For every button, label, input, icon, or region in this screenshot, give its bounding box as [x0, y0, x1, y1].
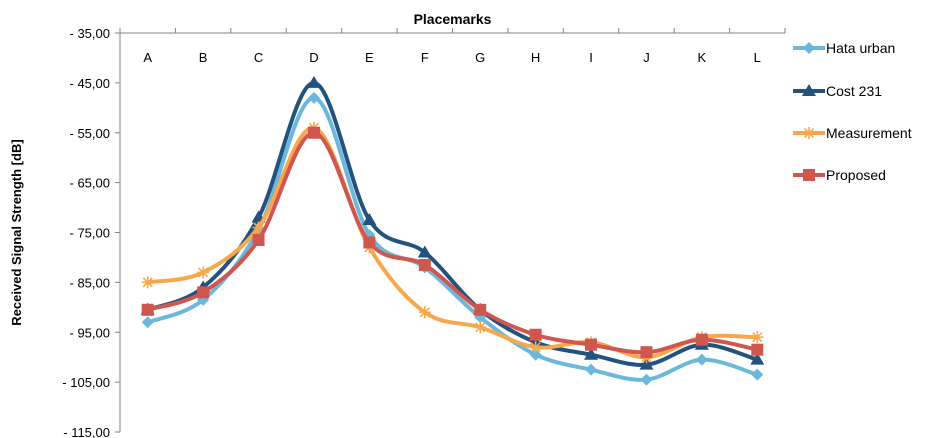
x-tick-label: K	[698, 50, 707, 65]
legend-item-hata-urban: Hata urban	[793, 40, 895, 56]
data-point-cost-231	[584, 347, 599, 360]
data-point-proposed	[474, 303, 487, 316]
data-point-measurement	[418, 306, 431, 319]
y-tick-label: - 75,00	[70, 226, 110, 241]
x-tick-label: D	[309, 50, 318, 65]
data-point-cost-231	[306, 75, 321, 88]
legend-item-cost-231: Cost 231	[793, 83, 882, 99]
data-point-hata-urban	[529, 348, 542, 361]
data-point-measurement	[529, 341, 542, 354]
data-point-cost-231	[417, 245, 432, 258]
legend-marker-cost-231	[802, 84, 816, 96]
data-point-proposed	[418, 258, 431, 271]
data-point-hata-urban	[695, 353, 708, 366]
x-tick-label: E	[365, 50, 374, 65]
series-cost-231	[140, 75, 765, 370]
series-line-hata-urban	[145, 95, 760, 382]
series-proposed	[141, 126, 764, 359]
data-point-proposed	[307, 126, 320, 139]
data-point-hata-urban	[585, 363, 598, 376]
data-point-proposed	[640, 346, 653, 359]
data-point-measurement	[474, 321, 487, 334]
y-tick-label: - 55,00	[70, 126, 110, 141]
legend-label: Measurement	[826, 125, 912, 141]
data-point-proposed	[751, 343, 764, 356]
chart-title: Placemarks	[414, 11, 492, 27]
series-measurement	[141, 121, 764, 364]
x-tick-label: H	[531, 50, 540, 65]
data-point-proposed	[363, 236, 376, 249]
axes	[119, 32, 785, 432]
data-point-measurement	[141, 276, 154, 289]
x-tick-labels: A B C D E F G H I J K L	[119, 28, 786, 65]
legend-label: Cost 231	[826, 83, 882, 99]
legend-item-measurement: Measurement	[793, 125, 912, 141]
data-point-proposed	[529, 328, 542, 341]
series-hata-urban	[141, 91, 764, 386]
data-point-measurement	[751, 331, 764, 344]
x-tick-label: J	[643, 50, 650, 65]
legend-label: Proposed	[826, 167, 886, 183]
data-point-measurement	[197, 266, 210, 279]
y-axis-label: Received Signal Strength [dB]	[9, 139, 24, 325]
x-tick-label: C	[254, 50, 263, 65]
data-point-cost-231	[639, 357, 654, 370]
y-tick-label: - 65,00	[70, 176, 110, 191]
legend-item-proposed: Proposed	[793, 167, 886, 183]
y-tick-label: - 35,00	[70, 26, 110, 41]
y-tick-label: - 95,00	[70, 325, 110, 340]
y-tick-labels: - 35,00 - 45,00 - 55,00 - 65,00 - 75,00 - 85,…	[62, 26, 120, 438]
data-point-proposed	[252, 233, 265, 246]
data-point-hata-urban	[307, 91, 320, 104]
series-line-proposed	[145, 130, 760, 355]
x-tick-label: L	[754, 50, 761, 65]
x-tick-label: A	[143, 50, 152, 65]
data-point-cost-231	[750, 352, 765, 365]
x-tick-label: F	[421, 50, 429, 65]
legend-marker-measurement	[803, 127, 815, 139]
data-point-hata-urban	[141, 316, 154, 329]
data-point-proposed	[585, 338, 598, 351]
x-tick-label: B	[199, 50, 208, 65]
y-tick-label: - 45,00	[70, 76, 110, 91]
legend-label: Hata urban	[826, 40, 895, 56]
y-tick-label: - 115,00	[63, 425, 110, 438]
data-point-proposed	[197, 286, 210, 299]
legend: Hata urban Cost 231 Measurement Proposed	[793, 40, 912, 183]
data-point-proposed	[141, 303, 154, 316]
data-point-proposed	[695, 333, 708, 346]
data-point-measurement	[252, 221, 265, 234]
series-line-measurement	[145, 125, 760, 360]
x-tick-label: G	[475, 50, 485, 65]
y-tick-label: - 105,00	[62, 375, 110, 390]
data-point-cost-231	[362, 213, 377, 226]
y-tick-label: - 85,00	[70, 275, 110, 290]
data-point-hata-urban	[640, 373, 653, 386]
x-tick-label: I	[589, 50, 593, 65]
series-group	[140, 75, 765, 386]
data-point-hata-urban	[751, 368, 764, 381]
legend-marker-proposed	[803, 169, 815, 181]
legend-marker-hata-urban	[803, 42, 815, 54]
